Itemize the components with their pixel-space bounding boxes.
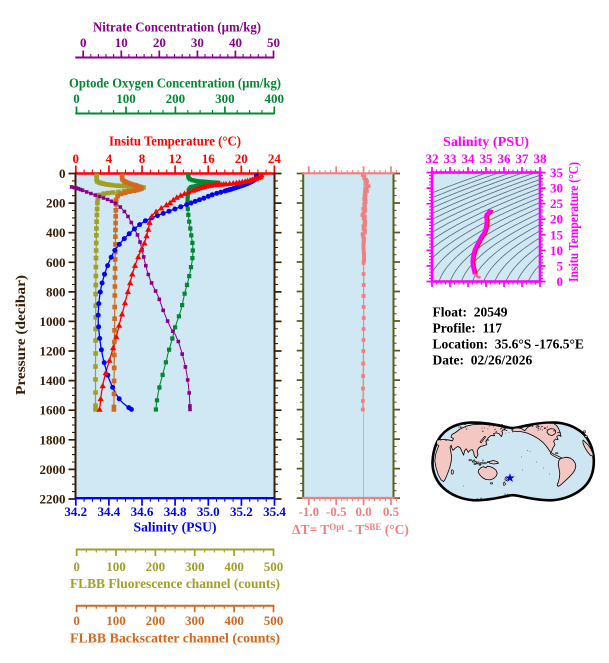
svg-text:50: 50 bbox=[267, 35, 280, 50]
svg-text:600: 600 bbox=[46, 255, 66, 270]
svg-text:1600: 1600 bbox=[40, 403, 66, 418]
svg-text:32: 32 bbox=[426, 151, 439, 166]
svg-text:0.0: 0.0 bbox=[355, 504, 371, 519]
svg-text:Insitu Temperature (°C): Insitu Temperature (°C) bbox=[109, 134, 241, 149]
svg-text:Date: 02/26/2026: Date: 02/26/2026 bbox=[433, 353, 533, 368]
svg-text:Insitu Temperature (°C): Insitu Temperature (°C) bbox=[566, 162, 581, 282]
svg-text:36: 36 bbox=[498, 151, 512, 166]
svg-text:34: 34 bbox=[462, 151, 476, 166]
svg-text:300: 300 bbox=[185, 559, 205, 574]
svg-text:8: 8 bbox=[139, 151, 146, 166]
svg-text:300: 300 bbox=[215, 91, 235, 106]
svg-text:400: 400 bbox=[224, 613, 244, 628]
svg-text:40: 40 bbox=[229, 35, 242, 50]
svg-text:400: 400 bbox=[224, 559, 244, 574]
svg-text:500: 500 bbox=[264, 613, 284, 628]
svg-text:800: 800 bbox=[46, 284, 66, 299]
svg-text:20: 20 bbox=[550, 212, 563, 227]
svg-text:1000: 1000 bbox=[40, 314, 66, 329]
svg-text:35: 35 bbox=[480, 151, 494, 166]
svg-text:-0.5: -0.5 bbox=[326, 504, 347, 519]
svg-text:0: 0 bbox=[73, 559, 80, 574]
svg-text:2200: 2200 bbox=[40, 491, 66, 506]
svg-text:34.2: 34.2 bbox=[64, 504, 87, 519]
svg-text:30: 30 bbox=[550, 181, 563, 196]
svg-text:300: 300 bbox=[185, 613, 205, 628]
svg-text:15: 15 bbox=[550, 227, 564, 242]
svg-text:5: 5 bbox=[557, 258, 564, 273]
svg-text:200: 200 bbox=[146, 613, 166, 628]
svg-text:200: 200 bbox=[46, 196, 66, 211]
svg-text:34.6: 34.6 bbox=[131, 504, 154, 519]
svg-text:400: 400 bbox=[265, 91, 285, 106]
svg-text:34.4: 34.4 bbox=[98, 504, 121, 519]
svg-text:30: 30 bbox=[191, 35, 204, 50]
svg-text:0: 0 bbox=[73, 613, 80, 628]
svg-text:10: 10 bbox=[115, 35, 128, 50]
svg-text:FLBB Backscatter channel (coun: FLBB Backscatter channel (counts) bbox=[70, 631, 280, 646]
svg-text:1800: 1800 bbox=[40, 432, 66, 447]
svg-text:100: 100 bbox=[106, 559, 126, 574]
svg-text:Optode Oxygen Concentration (µ: Optode Oxygen Concentration (µm/kg) bbox=[69, 76, 281, 91]
svg-text:0: 0 bbox=[73, 151, 80, 166]
svg-text:35.0: 35.0 bbox=[197, 504, 220, 519]
svg-text:500: 500 bbox=[264, 559, 284, 574]
svg-text:400: 400 bbox=[46, 225, 66, 240]
svg-text:10: 10 bbox=[550, 243, 563, 258]
svg-text:35.4: 35.4 bbox=[263, 504, 286, 519]
svg-text:0: 0 bbox=[80, 35, 87, 50]
svg-text:0: 0 bbox=[59, 166, 66, 181]
svg-text:25: 25 bbox=[550, 196, 564, 211]
svg-text:FLBB Fluorescence channel (cou: FLBB Fluorescence channel (counts) bbox=[70, 576, 280, 591]
svg-text:35: 35 bbox=[550, 165, 564, 180]
svg-text:0.5: 0.5 bbox=[383, 504, 400, 519]
svg-text:Pressure (decibar): Pressure (decibar) bbox=[13, 275, 28, 395]
svg-text:Salinity (PSU): Salinity (PSU) bbox=[443, 134, 529, 149]
svg-text:20: 20 bbox=[235, 151, 248, 166]
svg-text:Location: 35.6°S -176.5°E: Location: 35.6°S -176.5°E bbox=[433, 337, 584, 352]
svg-text:34.8: 34.8 bbox=[164, 504, 187, 519]
svg-text:1400: 1400 bbox=[40, 373, 66, 388]
svg-text:37: 37 bbox=[516, 151, 530, 166]
svg-text:0: 0 bbox=[557, 274, 564, 289]
svg-text:0: 0 bbox=[73, 91, 80, 106]
svg-text:200: 200 bbox=[146, 559, 166, 574]
svg-text:100: 100 bbox=[116, 91, 136, 106]
svg-text:100: 100 bbox=[106, 613, 126, 628]
svg-text:1200: 1200 bbox=[40, 344, 66, 359]
svg-text:2000: 2000 bbox=[40, 462, 66, 477]
svg-text:Salinity (PSU): Salinity (PSU) bbox=[134, 520, 217, 535]
svg-text:38: 38 bbox=[534, 151, 548, 166]
svg-text:33: 33 bbox=[444, 151, 458, 166]
svg-text:35.2: 35.2 bbox=[230, 504, 253, 519]
svg-text:-1.0: -1.0 bbox=[299, 504, 320, 519]
svg-text:Float: 20549: Float: 20549 bbox=[433, 305, 508, 320]
svg-text:200: 200 bbox=[166, 91, 186, 106]
svg-text:4: 4 bbox=[106, 151, 113, 166]
svg-text:24: 24 bbox=[268, 151, 282, 166]
svg-text:16: 16 bbox=[202, 151, 216, 166]
svg-text:ΔT= TOpt - TSBE (°C): ΔT= TOpt - TSBE (°C) bbox=[292, 522, 409, 537]
svg-text:Nitrate Concentration (µm/kg): Nitrate Concentration (µm/kg) bbox=[93, 20, 261, 35]
svg-text:12: 12 bbox=[169, 151, 182, 166]
svg-text:20: 20 bbox=[153, 35, 166, 50]
svg-text:Profile: 117: Profile: 117 bbox=[433, 321, 503, 336]
